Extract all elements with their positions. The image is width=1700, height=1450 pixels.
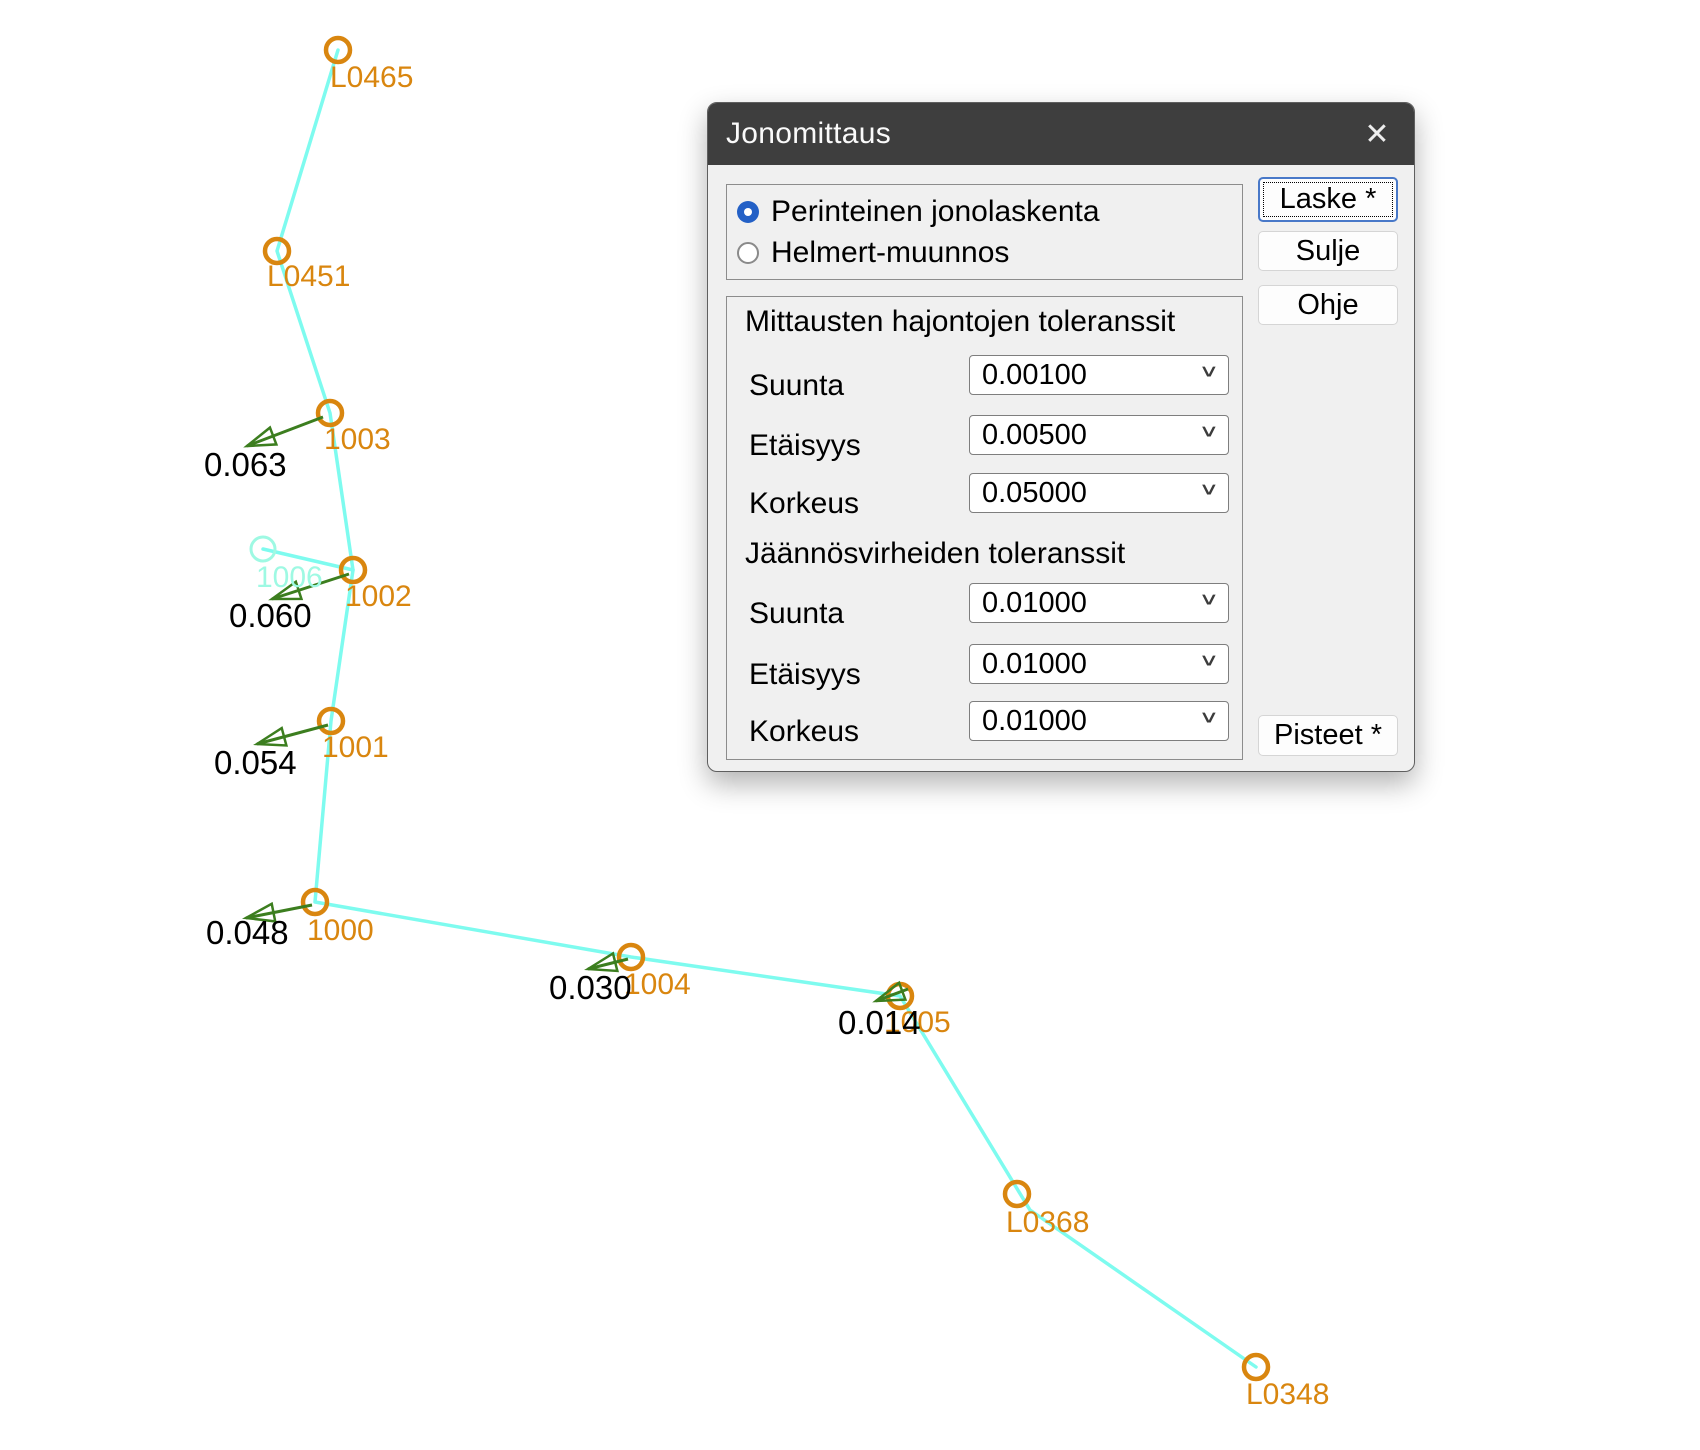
calculation-mode-group [726,184,1243,280]
residual-arrowhead-icon [241,901,277,923]
point-label-1001: 1001 [322,731,389,764]
korkeus-hajonta-combobox[interactable]: 0.05000 ∨ [969,473,1229,513]
chevron-down-icon[interactable]: ∨ [1198,708,1220,727]
residual-tolerances-title: Jäännösvirheiden toleranssit [745,537,1126,570]
residual-arrow [587,957,629,971]
point-label-L0348: L0348 [1246,1378,1329,1411]
sulje-button[interactable]: Sulje [1258,231,1398,271]
etaisyys-jaannos-combobox[interactable]: 0.01000 ∨ [969,644,1229,684]
tolerances-group [726,296,1243,760]
survey-point-L0451[interactable] [262,236,292,266]
point-label-L0368: L0368 [1006,1206,1089,1239]
radio-option-perinteinen[interactable]: Perinteinen jonolaskenta [737,195,1100,229]
field-row: Etäisyys 0.00500 ∨ [708,415,1268,462]
residual-value-1001: 0.054 [214,744,297,781]
point-label-1006: 1006 [256,561,323,594]
jonomittaus-dialog: Jonomittaus ✕ Perinteinen jonolaskenta H… [707,102,1415,772]
point-label-1000: 1000 [307,914,374,947]
radio-label: Helmert-muunnos [771,236,1010,269]
close-icon[interactable]: ✕ [1364,117,1390,151]
chevron-down-icon[interactable]: ∨ [1198,362,1220,381]
survey-point-1000[interactable] [300,887,330,917]
suunta-label: Suunta [749,597,845,630]
survey-point-1001[interactable] [316,706,346,736]
combo-value: 0.00500 [982,418,1087,451]
measurement-tolerances-title: Mittausten hajontojen toleranssit [745,305,1176,338]
residual-value-1005: 0.014 [838,1004,921,1041]
survey-point-1004[interactable] [616,942,646,972]
survey-point-1002[interactable] [338,555,368,585]
survey-point-1003[interactable] [315,398,345,428]
field-row: Korkeus 0.05000 ∨ [708,473,1268,520]
residual-arrowhead-icon [243,425,279,448]
traverse-line [275,48,1258,1369]
chevron-down-icon[interactable]: ∨ [1198,422,1220,441]
survey-point-L0368[interactable] [1002,1179,1032,1209]
etaisyys-label: Etäisyys [749,429,861,462]
residual-value-1003: 0.063 [204,446,287,483]
residual-arrow [256,723,329,746]
korkeus-jaannos-combobox[interactable]: 0.01000 ∨ [969,701,1229,741]
chevron-down-icon[interactable]: ∨ [1198,590,1220,609]
laske-button[interactable]: Laske * [1258,177,1398,222]
survey-point-1006[interactable] [249,535,277,563]
ohje-button[interactable]: Ohje [1258,285,1398,325]
radio-label: Perinteinen jonolaskenta [771,195,1100,228]
korkeus-label: Korkeus [749,487,860,520]
chevron-down-icon[interactable]: ∨ [1198,651,1220,670]
dialog-body: Perinteinen jonolaskenta Helmert-muunnos… [708,165,1414,771]
point-label-1002: 1002 [345,580,412,613]
combo-value: 0.01000 [982,704,1087,737]
residual-value-1002: 0.060 [229,597,312,634]
suunta-hajonta-combobox[interactable]: 0.00100 ∨ [969,355,1229,395]
chevron-down-icon[interactable]: ∨ [1198,480,1220,499]
residual-arrow [271,572,350,601]
combo-value: 0.01000 [982,586,1087,619]
etaisyys-hajonta-combobox[interactable]: 0.00500 ∨ [969,415,1229,455]
survey-point-L0348[interactable] [1241,1352,1271,1382]
radio-circle-1[interactable] [737,242,759,264]
traverse-line [261,547,355,572]
residual-arrowhead-icon [268,579,304,601]
suunta-jaannos-combobox[interactable]: 0.01000 ∨ [969,583,1229,623]
residual-arrow [245,903,313,920]
radio-option-helmert[interactable]: Helmert-muunnos [737,236,1009,270]
etaisyys-label: Etäisyys [749,658,861,691]
korkeus-label: Korkeus [749,715,860,748]
field-row: Suunta 0.01000 ∨ [708,583,1268,630]
residual-arrowhead-icon [872,980,908,1003]
point-label-1005: 1005 [884,1006,951,1039]
residual-value-1000: 0.048 [206,914,289,951]
point-label-1004: 1004 [624,968,691,1001]
point-label-1003: 1003 [324,423,391,456]
point-label-L0465: L0465 [330,61,413,94]
dialog-title: Jonomittaus [726,117,892,150]
point-label-L0451: L0451 [267,260,350,293]
field-row: Etäisyys 0.01000 ∨ [708,644,1268,691]
residual-arrowhead-icon [253,726,289,747]
residual-arrow [246,415,324,448]
dialog-titlebar[interactable]: Jonomittaus ✕ [708,103,1414,165]
field-row: Korkeus 0.01000 ∨ [708,701,1268,748]
pisteet-button[interactable]: Pisteet * [1258,715,1398,756]
residual-arrowhead-icon [584,951,619,973]
suunta-label: Suunta [749,369,845,402]
radio-circle-0[interactable] [737,201,759,223]
combo-value: 0.05000 [982,476,1087,509]
combo-value: 0.00100 [982,358,1087,391]
field-row: Suunta 0.00100 ∨ [708,355,1268,402]
combo-value: 0.01000 [982,647,1087,680]
survey-point-L0465[interactable] [323,35,353,65]
residual-value-1004: 0.030 [549,969,632,1006]
